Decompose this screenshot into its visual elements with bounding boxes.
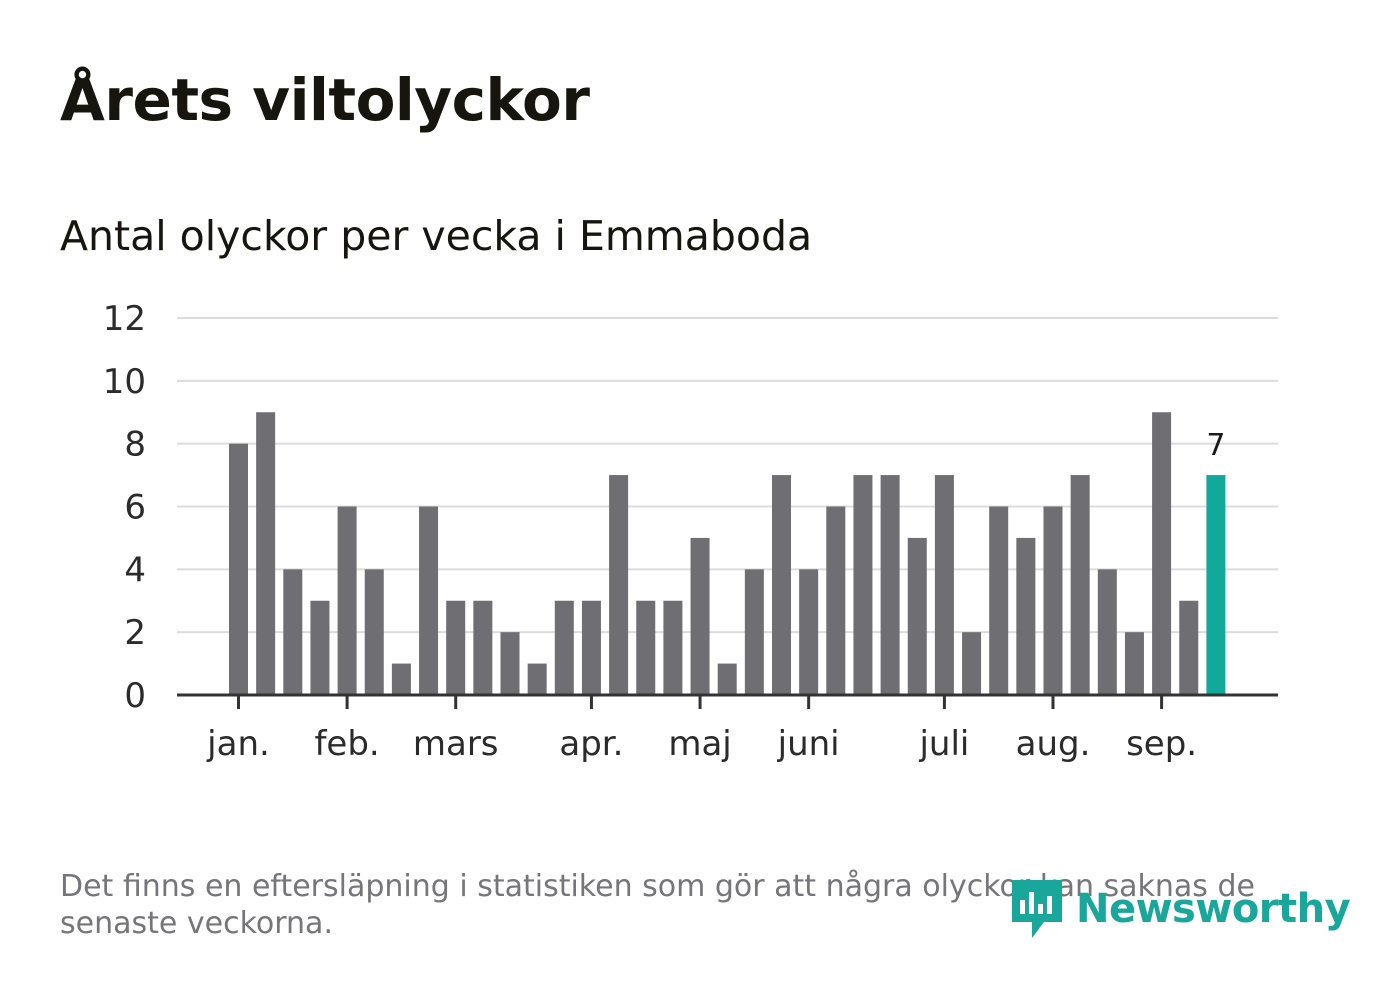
- bar: [690, 537, 710, 695]
- bar: [853, 475, 873, 695]
- brand-name: Newsworthy: [1076, 886, 1351, 932]
- x-tick-label: sep.: [1126, 724, 1197, 764]
- y-tick-label: 0: [124, 676, 146, 716]
- bar: [744, 569, 764, 695]
- bar-highlight: [1206, 475, 1226, 695]
- bar: [310, 600, 330, 695]
- bar: [419, 506, 439, 695]
- bar: [1070, 475, 1090, 695]
- x-tick-label: feb.: [314, 724, 379, 764]
- bar: [283, 569, 303, 695]
- data-label: 7: [1206, 428, 1225, 463]
- bar: [391, 663, 411, 695]
- bar: [934, 475, 954, 695]
- bar: [581, 600, 601, 695]
- bar: [1152, 412, 1172, 695]
- y-tick-label: 8: [124, 425, 146, 465]
- bar: [554, 600, 574, 695]
- chart-subtitle: Antal olyckor per vecka i Emmaboda: [60, 212, 813, 260]
- x-tick-label: juli: [918, 724, 969, 764]
- y-tick-label: 6: [124, 488, 146, 528]
- newsworthy-logo[interactable]: Newsworthy: [1010, 878, 1351, 940]
- bar: [1097, 569, 1117, 695]
- bar: [772, 475, 791, 695]
- bar: [1179, 600, 1199, 695]
- grid-lines: [177, 317, 1278, 634]
- bar: [1043, 506, 1063, 695]
- x-tick-label: mars: [413, 724, 499, 764]
- bar: [446, 600, 466, 695]
- x-tick-label: juni: [777, 724, 840, 764]
- y-tick-label: 10: [103, 362, 146, 402]
- x-tick-label: maj: [668, 724, 731, 764]
- bar: [527, 663, 547, 695]
- bar: [826, 506, 846, 695]
- bar: [962, 632, 982, 695]
- y-tick-label: 2: [124, 613, 146, 653]
- x-tick-label: apr.: [559, 724, 623, 764]
- bar: [229, 443, 248, 695]
- axis-labels: 0 2 4 6 8 10 12 7 jan. feb. mars apr. maj juni juli aug…: [103, 299, 1226, 764]
- bar: [663, 600, 683, 695]
- y-tick-label: 12: [103, 299, 146, 339]
- bar: [799, 569, 819, 695]
- bar: [1016, 537, 1036, 695]
- bar: [907, 537, 927, 695]
- x-tick-label: jan.: [206, 724, 270, 764]
- bar: [337, 506, 357, 695]
- bar: [364, 569, 384, 695]
- x-axis: [177, 693, 1278, 709]
- x-tick-label: aug.: [1016, 724, 1091, 764]
- bars: [229, 412, 1226, 695]
- bar: [989, 506, 1009, 695]
- newsworthy-logo-icon: [1012, 880, 1062, 938]
- bar: [1124, 632, 1144, 695]
- bar: [609, 475, 629, 695]
- chart-title: Årets viltolyckor: [60, 66, 590, 134]
- bar: [717, 663, 737, 695]
- bar: [880, 475, 900, 695]
- bar-chart: 0 2 4 6 8 10 12 7 jan. feb. mars apr. maj juni juli aug…: [103, 299, 1278, 764]
- bar: [500, 632, 520, 695]
- y-tick-label: 4: [124, 550, 146, 590]
- bar: [256, 412, 276, 695]
- bar: [473, 600, 493, 695]
- bar: [636, 600, 656, 695]
